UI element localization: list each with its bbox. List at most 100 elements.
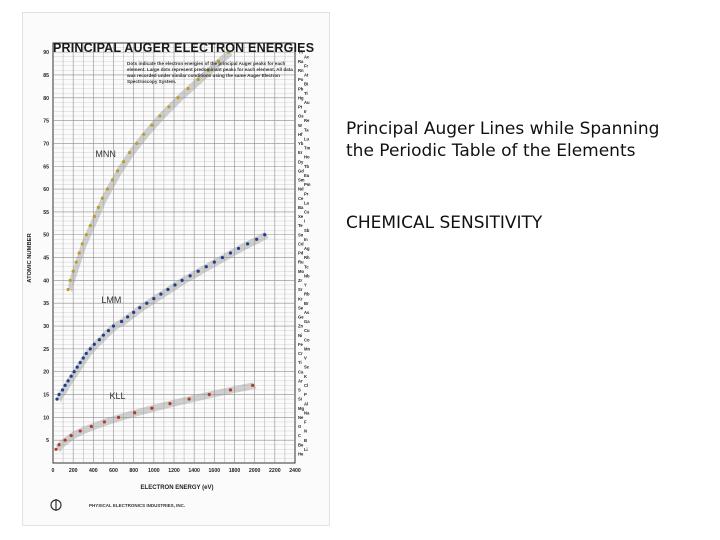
- data-point: [110, 178, 115, 182]
- caption-chemical-sensitivity: CHEMICAL SENSITIVITY: [346, 213, 543, 233]
- x-axis-label: ELECTRON ENERGY (eV): [141, 485, 214, 491]
- data-point: [138, 306, 142, 310]
- x-tick-label: 200: [69, 468, 78, 474]
- data-point: [92, 214, 96, 219]
- x-tick-label: 2000: [249, 468, 261, 474]
- element-label: F: [304, 420, 307, 425]
- data-point: [152, 297, 156, 301]
- data-point: [54, 447, 58, 451]
- data-point: [220, 255, 224, 260]
- x-tick-label: 1600: [209, 468, 221, 474]
- element-label: Se: [298, 305, 304, 310]
- data-point: [166, 287, 170, 292]
- element-label: Al: [304, 401, 308, 406]
- y-tick-label: 90: [43, 50, 49, 56]
- element-label: Pm: [304, 182, 311, 187]
- element-label: Lu: [304, 136, 310, 141]
- element-label: Ge: [298, 315, 304, 320]
- data-point: [106, 329, 111, 333]
- data-point: [100, 196, 105, 200]
- element-label: Tm: [304, 146, 311, 151]
- data-point: [60, 388, 65, 392]
- element-label: W: [298, 123, 302, 128]
- data-point: [63, 438, 67, 442]
- element-label: Mg: [298, 406, 304, 411]
- data-point: [187, 397, 191, 401]
- data-point: [101, 333, 106, 337]
- data-point: [228, 251, 233, 255]
- data-point: [111, 324, 116, 328]
- element-label: B: [304, 438, 307, 443]
- data-point: [133, 411, 137, 415]
- caption-auger-lines: Principal Auger Lines while Spanning the…: [346, 119, 660, 161]
- data-point: [105, 187, 110, 191]
- data-point: [78, 429, 82, 433]
- element-label: Yb: [298, 141, 304, 146]
- element-label: Fe: [298, 342, 304, 347]
- element-label: Ho: [304, 155, 310, 160]
- element-label: Cu: [304, 328, 310, 333]
- y-tick-label: 35: [43, 301, 49, 307]
- element-label: Tb: [304, 164, 310, 169]
- data-point: [71, 269, 75, 273]
- element-label: Mo: [298, 269, 304, 274]
- element-label: Rh: [304, 255, 310, 260]
- y-tick-label: 50: [43, 233, 49, 239]
- data-point: [116, 415, 121, 419]
- element-label: N: [304, 429, 307, 434]
- element-label: Sn: [298, 232, 304, 237]
- data-point: [196, 269, 200, 273]
- element-label: Ac: [304, 54, 310, 59]
- element-label: Sm: [298, 178, 305, 183]
- element-label: Eu: [304, 173, 310, 178]
- company-logo: [50, 499, 62, 511]
- element-label: Cs: [304, 210, 310, 215]
- element-label: Hg: [298, 95, 304, 100]
- element-label: Ca: [298, 369, 304, 374]
- x-tick-label: 2400: [289, 468, 301, 474]
- element-label: Cl: [304, 383, 308, 388]
- data-point: [145, 301, 149, 305]
- x-tick-label: 1200: [168, 468, 180, 474]
- element-label: Rb: [304, 292, 310, 297]
- element-label: Y: [304, 283, 307, 288]
- series-label: KLL: [109, 391, 125, 401]
- element-label: Ni: [298, 333, 302, 338]
- data-point: [159, 292, 163, 296]
- data-point: [115, 169, 120, 173]
- data-point: [216, 59, 220, 63]
- element-label: Dy: [298, 159, 304, 164]
- data-point: [119, 319, 124, 324]
- x-tick-label: 1800: [229, 468, 241, 474]
- data-point: [168, 402, 172, 406]
- data-point: [88, 347, 92, 351]
- x-tick-label: 400: [89, 468, 98, 474]
- element-label: Zn: [298, 324, 304, 329]
- element-label: Na: [304, 410, 310, 415]
- data-point: [236, 246, 241, 251]
- element-label: Kr: [298, 296, 303, 301]
- y-axis-label: ATOMIC NUMBER: [27, 233, 33, 283]
- data-point: [121, 160, 126, 164]
- data-point: [81, 356, 85, 360]
- element-label: Ti: [298, 360, 302, 365]
- x-tick-label: 600: [109, 468, 118, 474]
- element-label: Ba: [298, 205, 304, 210]
- data-point: [126, 315, 130, 319]
- element-label: Pr: [304, 191, 309, 196]
- element-label: At: [304, 73, 309, 78]
- data-point: [150, 406, 154, 410]
- element-label: K: [304, 374, 307, 379]
- y-tick-label: 80: [43, 96, 49, 102]
- element-label: Ir: [304, 109, 307, 114]
- data-point: [57, 392, 61, 397]
- element-label: I: [304, 219, 305, 224]
- data-point: [84, 351, 88, 356]
- x-tick-label: 0: [52, 468, 55, 474]
- element-label: Cr: [298, 351, 303, 356]
- data-point: [135, 141, 139, 146]
- data-point: [158, 114, 162, 118]
- data-point: [167, 105, 171, 109]
- element-label: Cd: [298, 241, 304, 246]
- y-tick-label: 45: [43, 256, 49, 262]
